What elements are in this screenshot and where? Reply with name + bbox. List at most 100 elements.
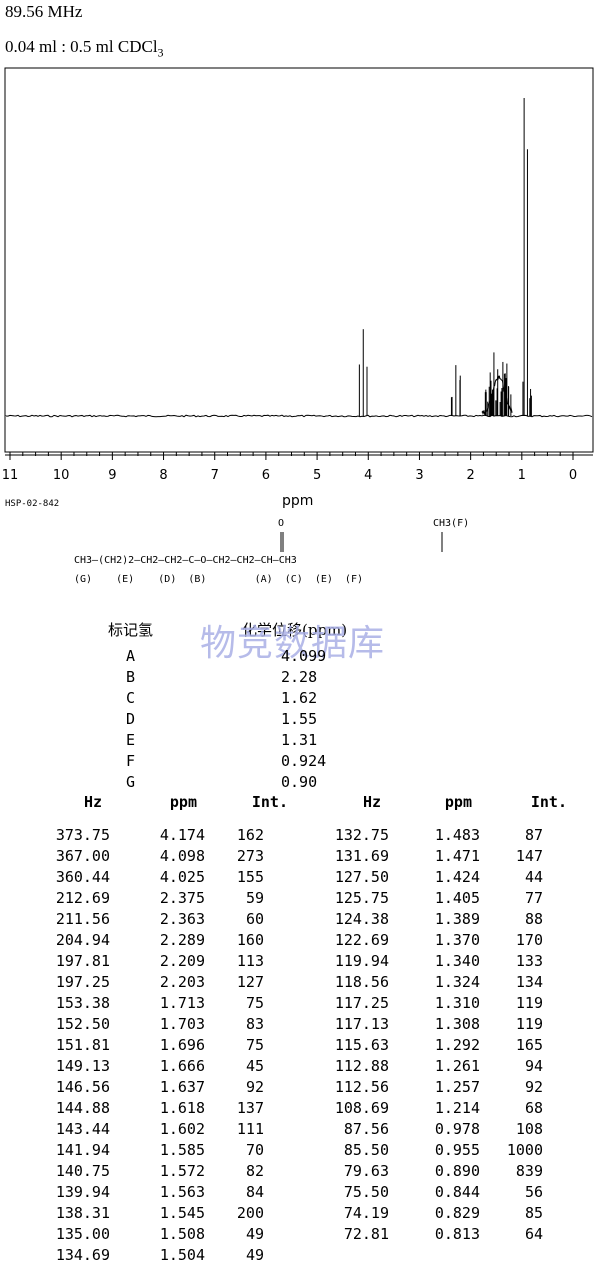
peak-table-cell: 1.292 [434, 1036, 480, 1054]
peak-table-cell: 135.00 [55, 1225, 110, 1243]
spectrometer-frequency: 89.56 MHz [5, 2, 83, 21]
peak-table-cell: 1000 [506, 1141, 543, 1159]
peak-table-cell: 146.56 [55, 1078, 110, 1096]
peak-table-cell: 117.25 [334, 994, 389, 1012]
peak-table-cell: 1.261 [434, 1057, 480, 1075]
peak-table-cell: 2.289 [159, 931, 205, 949]
peak-table-cell: 197.81 [55, 952, 110, 970]
peak-table-cell: 839 [515, 1162, 543, 1180]
spectrum-code: HSP-02-842 [5, 499, 60, 509]
x-tick-label: 5 [313, 468, 321, 483]
peak-table-cell: 124.38 [334, 910, 389, 928]
peak-table-cell: 204.94 [55, 931, 110, 949]
x-tick-label: 6 [262, 468, 270, 483]
peak-table-cell: 197.25 [55, 973, 110, 991]
peak-table-cell: 373.75 [55, 826, 110, 844]
structure-branch-ch3: CH3(F) [433, 518, 470, 529]
peak-table-cell: 45 [245, 1057, 264, 1075]
peak-table-cell: 1.310 [434, 994, 480, 1012]
peak-table-cell: 70 [245, 1141, 264, 1159]
spectrum-trace [5, 414, 593, 418]
peak-table-cell: 119 [515, 994, 543, 1012]
peak-table-cell: 44 [524, 868, 543, 886]
peak-table-cell: 92 [524, 1078, 543, 1096]
peak-table-cell: 143.44 [55, 1120, 110, 1138]
peak-table-cell: 1.214 [434, 1099, 480, 1117]
peak-table-cell: 1.703 [159, 1015, 205, 1033]
peak-table-cell: 1.637 [159, 1078, 205, 1096]
peak-table-cell: 134.69 [55, 1246, 110, 1264]
peak-table-cell: 147 [515, 847, 543, 865]
peak-table-cell: 1.308 [434, 1015, 480, 1033]
peak-table-column-header: Hz [83, 793, 102, 811]
peak-table-cell: 360.44 [55, 868, 110, 886]
peak-table-cell: 94 [524, 1057, 543, 1075]
structure-group-labels: (G) (E) (D) (B) (A) (C) (E) (F) [74, 574, 363, 585]
assignment-shift: 1.55 [281, 710, 318, 728]
peak-table-cell: 1.585 [159, 1141, 205, 1159]
peak-table-cell: 85 [524, 1204, 543, 1222]
assignment-label: D [126, 710, 136, 728]
peak-table-cell: 211.56 [55, 910, 110, 928]
assignment-label: G [126, 773, 136, 791]
assignment-shift-header: 化学位移(ppm) [242, 621, 348, 639]
peak-table-cell: 138.31 [55, 1204, 110, 1222]
peak-table-cell: 2.363 [159, 910, 205, 928]
peak-table-cell: 0.844 [434, 1183, 480, 1201]
assignment-shift: 0.924 [281, 752, 327, 770]
peak-table-cell: 83 [245, 1015, 264, 1033]
peak-table-cell: 1.602 [159, 1120, 205, 1138]
peak-table-cell: 1.572 [159, 1162, 205, 1180]
peak-table-cell: 212.69 [55, 889, 110, 907]
peak-table-cell: 1.405 [434, 889, 480, 907]
peak-table-cell: 0.955 [434, 1141, 480, 1159]
assignment-label: E [126, 731, 136, 749]
peak-table-cell: 84 [245, 1183, 264, 1201]
peak-table-cell: 1.545 [159, 1204, 205, 1222]
peak-table-cell: 127.50 [334, 868, 389, 886]
peak-table-cell: 92 [245, 1078, 264, 1096]
peak-table-cell: 122.69 [334, 931, 389, 949]
solvent-ratio: 0.04 ml : 0.5 ml CDCl3 [5, 37, 164, 60]
structure-main-chain: CH3—(CH2)2—CH2—CH2—C—O—CH2—CH2—CH—CH3 [74, 555, 297, 566]
peak-table-cell: 1.324 [434, 973, 480, 991]
peak-table-cell: 2.203 [159, 973, 205, 991]
peak-table-column-header: ppm [169, 793, 197, 811]
peak-table-cell: 170 [515, 931, 543, 949]
assignment-shift: 4.099 [281, 647, 327, 665]
peak-table-column-header: ppm [444, 793, 472, 811]
peak-table-cell: 1.257 [434, 1078, 480, 1096]
peak-table-cell: 1.696 [159, 1036, 205, 1054]
peak-table-cell: 2.209 [159, 952, 205, 970]
assignment-label: A [126, 647, 136, 665]
peak-table-cell: 60 [245, 910, 264, 928]
peak-table-cell: 79.63 [343, 1162, 389, 1180]
peak-table-cell: 1.471 [434, 847, 480, 865]
assignment-label: F [126, 752, 136, 770]
x-tick-label: 9 [108, 468, 116, 483]
peak-table-cell: 49 [245, 1225, 264, 1243]
peak-table-cell: 108.69 [334, 1099, 389, 1117]
peak-table-cell: 72.81 [343, 1225, 389, 1243]
peak-table-cell: 75.50 [343, 1183, 389, 1201]
peak-table-cell: 1.389 [434, 910, 480, 928]
peak-table-cell: 74.19 [343, 1204, 389, 1222]
peak-table-cell: 137 [236, 1099, 264, 1117]
peak-table-cell: 112.56 [334, 1078, 389, 1096]
peak-table-cell: 77 [524, 889, 543, 907]
peak-table-cell: 1.713 [159, 994, 205, 1012]
peak-table-cell: 200 [236, 1204, 264, 1222]
assignment-label: C [126, 689, 136, 707]
peak-table-cell: 85.50 [343, 1141, 389, 1159]
peak-table-cell: 1.618 [159, 1099, 205, 1117]
peak-table-cell: 1.504 [159, 1246, 205, 1264]
peak-table-cell: 127 [236, 973, 264, 991]
peak-table-cell: 134 [515, 973, 543, 991]
structure-carbonyl-o: O [278, 518, 285, 529]
peak-table-cell: 162 [236, 826, 264, 844]
peak-table-cell: 1.483 [434, 826, 480, 844]
peak-table-cell: 1.424 [434, 868, 480, 886]
peak-table-cell: 4.025 [159, 868, 205, 886]
peak-table-cell: 75 [245, 1036, 264, 1054]
peak-table-cell: 151.81 [55, 1036, 110, 1054]
